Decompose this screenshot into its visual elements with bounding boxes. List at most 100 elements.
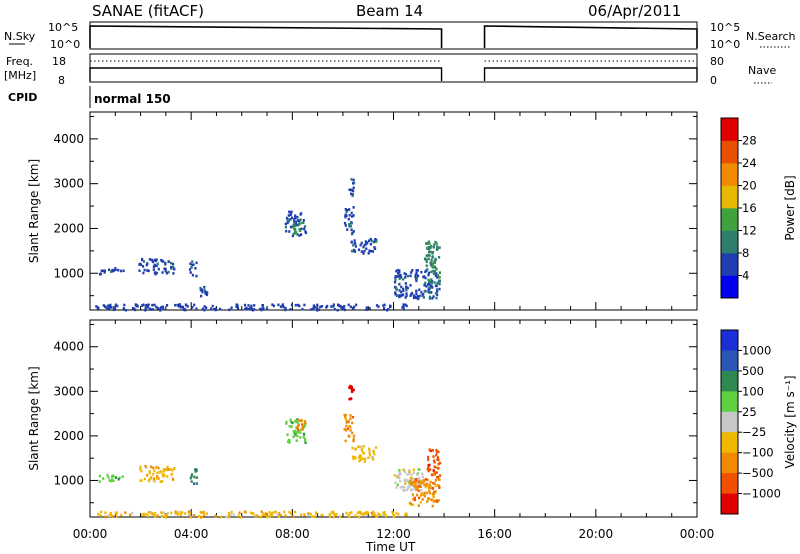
freq-series [89, 60, 698, 81]
cpid-value: normal 150 [94, 92, 171, 106]
colorbar-swatch-0 [721, 330, 738, 351]
echo-cluster-7 [351, 444, 378, 463]
plot-frame [89, 111, 698, 311]
colorbar-swatch-6 [721, 140, 738, 164]
colorbar-swatch-5 [721, 432, 738, 453]
noise-tick-top-right: 10^5 [710, 21, 740, 34]
beam-label: Beam 14 [356, 2, 423, 20]
nsearch-label: N.Search [746, 30, 796, 43]
echo-cluster-11 [95, 303, 408, 312]
colorbar-swatch-3 [721, 208, 738, 231]
y-axis-title: Slant Range [km] [27, 366, 41, 470]
colorbar-swatch-2 [721, 370, 738, 392]
colorbar-tick-7: −1000 [742, 487, 781, 501]
colorbar-tick-3: 25 [742, 405, 757, 419]
y-tick-label-0: 1000 [53, 473, 84, 487]
time-axis: 00:00 04:00 08:00 12:00 16:00 20:00 00:00 [73, 527, 715, 541]
title: SANAE (fitACF) [92, 2, 204, 20]
echo-cluster-11 [97, 510, 408, 519]
x-tick-label-6: 00:00 [680, 527, 715, 541]
colorbar-tick-0: 1000 [742, 343, 771, 357]
colorbar-title: Power [dB] [783, 175, 797, 240]
echo-cluster-0 [98, 267, 125, 276]
colorbar-swatch-0 [721, 275, 738, 299]
echo-cluster-7 [348, 178, 356, 198]
noise-tick-top: 10^5 [48, 21, 78, 34]
colorbar-tick-4: 20 [742, 179, 757, 193]
power-panel: 1000 2000 3000 4000 Slant Range [km] 4 8 12 16 20… [27, 111, 797, 312]
echo-cluster-1 [139, 464, 176, 483]
colorbar-swatch-3 [721, 391, 738, 413]
freq-label: Freq. [6, 55, 33, 68]
colorbar-tick-0: 4 [742, 269, 749, 283]
colorbar-swatch-7 [721, 118, 738, 141]
colorbar-tick-1: 8 [742, 246, 749, 260]
noise-tick-bottom-right: 10^0 [710, 38, 740, 51]
colorbar-swatch-8 [721, 493, 738, 515]
x-tick-label-5: 20:00 [579, 527, 614, 541]
echo-cluster-2 [188, 260, 198, 278]
echo-cluster-9 [393, 268, 441, 301]
colorbar-tick-5: 24 [742, 156, 757, 170]
colorbar-tick-2: 12 [742, 224, 757, 238]
colorbar-tick-5: −100 [742, 446, 774, 460]
noise-series [89, 25, 698, 48]
noise-panel: N.Sky 10^5 10^0 10^5 10^0 N.Search [4, 21, 796, 51]
y-tick-label-2: 3000 [53, 177, 84, 191]
noise-tick-bottom: 10^0 [50, 38, 80, 51]
colorbar-tick-6: 28 [742, 134, 757, 148]
colorbar-swatch-5 [721, 163, 738, 186]
echo-cluster-10 [426, 448, 442, 479]
echo-cluster-4 [284, 210, 308, 238]
y-tick-label-3: 4000 [53, 132, 84, 146]
y-axis-title: Slant Range [km] [27, 159, 41, 263]
freq-panel: Freq. [MHz] 18 8 80 0 Nave [4, 53, 776, 87]
freq-tick-bottom: 8 [58, 74, 65, 87]
noise-segment-0 [89, 25, 443, 48]
nave-label: Nave [748, 64, 776, 77]
x-tick-label-4: 16:00 [477, 527, 512, 541]
cpid-label: CPID [8, 91, 37, 104]
freq-segment-0 [89, 67, 443, 81]
echo-cluster-3 [199, 285, 209, 298]
colorbar-swatch-1 [721, 253, 738, 276]
echo-cluster-2 [189, 468, 198, 485]
x-tick-label-1: 04:00 [174, 527, 209, 541]
freq-tick-top: 18 [52, 55, 66, 68]
colorbar-swatch-7 [721, 473, 738, 494]
nave-tick-bottom: 0 [710, 74, 717, 87]
colorbar-swatch-2 [721, 230, 738, 254]
freq-segment-1 [483, 67, 698, 81]
nsky-label: N.Sky [4, 30, 36, 43]
colorbar-tick-3: 16 [742, 201, 757, 215]
echo-cluster-9 [408, 476, 441, 508]
colorbar-swatch-4 [721, 185, 738, 209]
colorbar-swatch-1 [721, 350, 738, 372]
echo-cluster-5 [292, 221, 303, 236]
colorbar-tick-1: 500 [742, 364, 764, 378]
echo-cluster-5 [343, 413, 356, 443]
y-tick-label-3: 4000 [53, 340, 84, 354]
echo-cluster-1 [138, 257, 176, 276]
y-tick-label-1: 2000 [53, 221, 84, 235]
colorbar-tick-2: 100 [742, 384, 764, 398]
echo-cluster-6 [343, 206, 355, 236]
velocity-panel: 1000 2000 3000 4000 Slant Range [km] 1000 500 1… [27, 319, 797, 519]
nave-tick-top: 80 [710, 55, 724, 68]
echo-cluster-6 [348, 384, 355, 401]
colorbar-tick-6: −500 [742, 466, 774, 480]
plot-frame [89, 319, 698, 518]
date-label: 06/Apr/2011 [588, 2, 681, 20]
colorbar-frame [720, 329, 739, 515]
colorbar-swatch-6 [721, 452, 738, 474]
colorbar-title: Velocity [m s⁻¹] [783, 375, 797, 468]
echo-cluster-8 [350, 237, 378, 255]
noise-segment-1 [483, 25, 698, 48]
echo-cluster-0 [98, 473, 124, 483]
colorbar-swatch-4 [721, 411, 738, 433]
freq-unit: [MHz] [4, 69, 36, 82]
y-tick-label-1: 2000 [53, 429, 84, 443]
colorbar-tick-4: −25 [742, 425, 766, 439]
x-axis-title: Time UT [365, 540, 416, 554]
